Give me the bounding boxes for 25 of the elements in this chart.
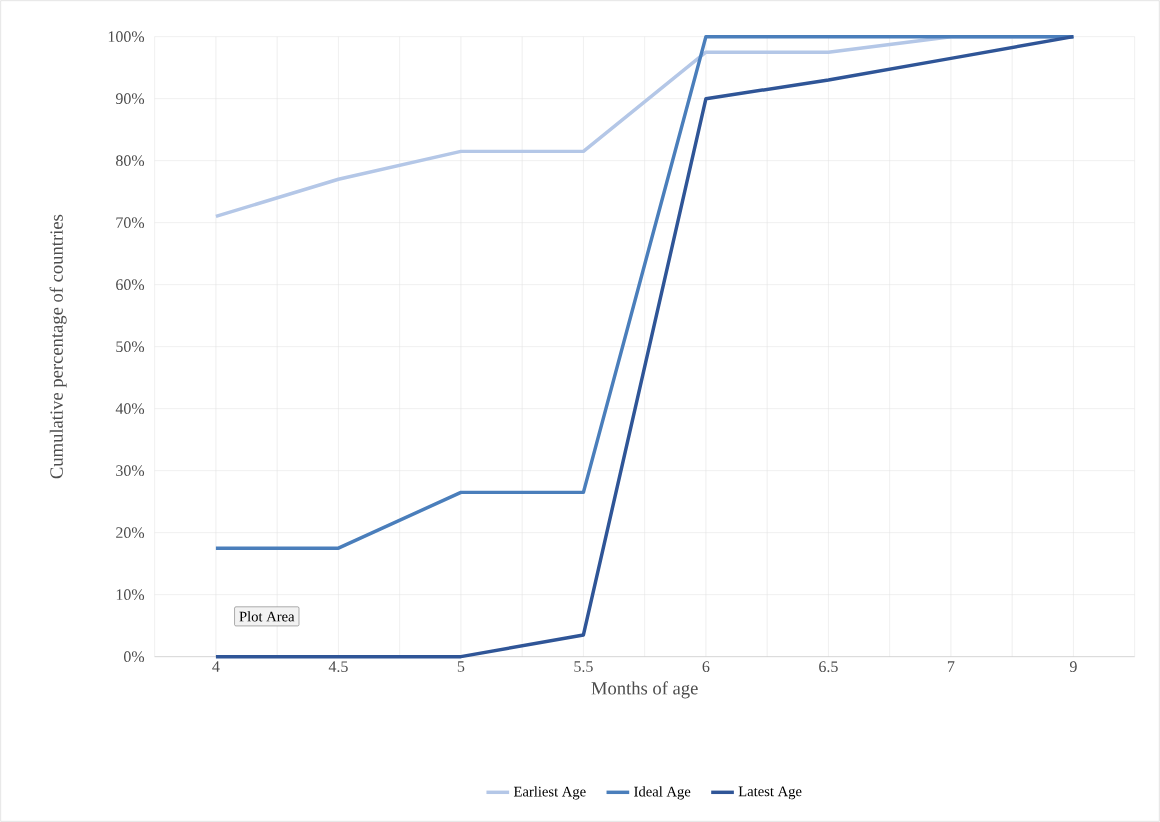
x-tick-label: 9 [1069, 661, 1077, 673]
legend-label: Latest Age [738, 786, 802, 800]
legend-label: Ideal Age [634, 786, 691, 800]
y-tick-label: 0% [124, 651, 145, 663]
annotation: Plot Area [239, 611, 295, 622]
y-tick-label: 50% [116, 341, 145, 353]
x-tick-label: 4.5 [328, 661, 348, 673]
x-axis-title: Months of age [591, 681, 698, 699]
y-axis-title: Cumulative percentage of countries [49, 214, 67, 479]
x-tick-label: 4 [212, 661, 220, 672]
y-tick-label: 90% [115, 93, 145, 105]
y-tick-label: 70% [116, 217, 145, 229]
x-tick-label: 5 [457, 661, 465, 672]
y-tick-label: 80% [116, 155, 145, 167]
y-tick-label: 100% [108, 31, 145, 43]
legend-label: Earliest Age [513, 786, 586, 800]
x-tick-label: 6.5 [819, 661, 838, 673]
y-tick-label: 40% [115, 403, 145, 415]
y-tick-label: 60% [116, 279, 145, 291]
y-tick-label: 30% [116, 465, 145, 477]
x-tick-label: 5.5 [574, 661, 593, 673]
x-tick-label: 6 [702, 661, 710, 673]
x-tick-label: 7 [947, 661, 955, 672]
y-tick-label: 20% [116, 527, 145, 539]
y-tick-label: 10% [116, 589, 145, 601]
